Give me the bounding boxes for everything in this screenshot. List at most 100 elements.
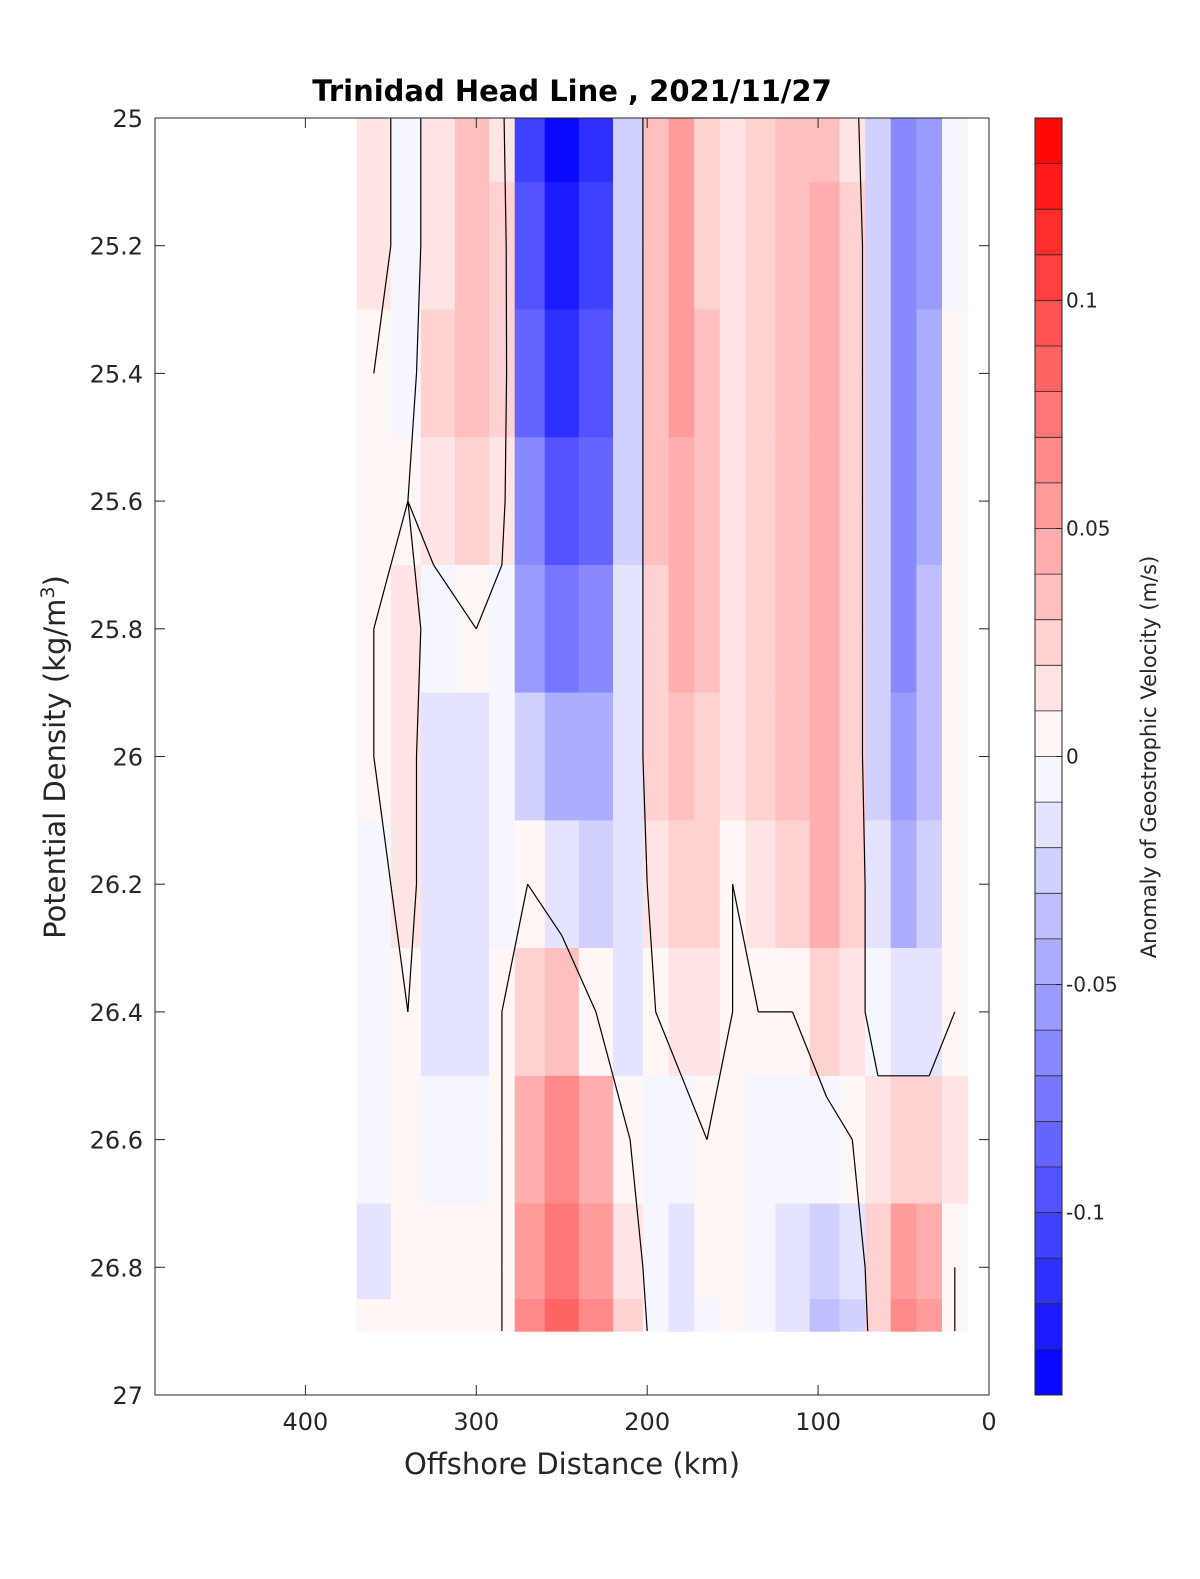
field-cell: [455, 118, 490, 183]
colorbar-swatch: [1035, 802, 1062, 848]
field-cell: [810, 437, 841, 565]
field-cell: [421, 310, 456, 438]
field-cell: [515, 693, 546, 821]
field-cell: [643, 310, 669, 438]
field-cell: [455, 948, 490, 1076]
field-cell: [810, 948, 841, 1076]
field-cell: [391, 1076, 422, 1204]
field-cell: [942, 118, 968, 183]
colorbar-swatch: [1035, 255, 1062, 301]
field-cell: [810, 1076, 841, 1204]
field-cell: [515, 1204, 546, 1300]
colorbar-tick-label: 0: [1066, 745, 1079, 769]
field-cell: [357, 1299, 392, 1332]
field-cell: [775, 693, 810, 821]
field-cell: [579, 1076, 614, 1204]
field-cell: [865, 1299, 891, 1332]
field-cell: [391, 1204, 422, 1300]
field-cell: [455, 693, 490, 821]
field-cell: [579, 693, 614, 821]
velocity-field: [357, 118, 969, 1332]
field-cell: [840, 437, 866, 565]
field-cell: [669, 437, 695, 565]
field-cell: [643, 693, 669, 821]
field-cell: [357, 948, 392, 1076]
field-cell: [545, 437, 580, 565]
field-cell: [545, 1204, 580, 1300]
x-tick-label: 100: [795, 1408, 841, 1436]
field-cell: [669, 948, 695, 1076]
field-cell: [515, 182, 546, 310]
y-axis-label-main: Potential Density (kg/m: [38, 599, 72, 939]
field-cell: [515, 310, 546, 438]
field-cell: [694, 118, 720, 183]
field-cell: [421, 948, 456, 1076]
field-cell: [942, 820, 968, 948]
x-tick-label: 200: [624, 1408, 670, 1436]
field-cell: [942, 693, 968, 821]
colorbar-swatch: [1035, 1304, 1062, 1350]
field-cell: [669, 1299, 695, 1332]
colorbar-swatch: [1035, 1076, 1062, 1122]
field-cell: [669, 693, 695, 821]
colorbar-swatch: [1035, 1167, 1062, 1213]
colorbar-swatch: [1035, 1030, 1062, 1076]
field-cell: [579, 118, 614, 183]
colorbar-swatch: [1035, 893, 1062, 939]
field-cell: [515, 565, 546, 693]
field-cell: [865, 948, 891, 1076]
field-cell: [545, 565, 580, 693]
field-cell: [421, 820, 456, 948]
field-cell: [891, 1076, 917, 1204]
field-cell: [775, 182, 810, 310]
y-tick-label: 25.8: [90, 616, 143, 644]
field-cell: [720, 310, 746, 438]
field-cell: [916, 437, 942, 565]
field-cell: [455, 1299, 490, 1332]
field-cell: [391, 1299, 422, 1332]
field-cell: [613, 310, 644, 438]
y-tick-label: 26: [112, 744, 143, 772]
field-cell: [455, 1204, 490, 1300]
colorbar-swatch: [1035, 437, 1062, 483]
field-cell: [891, 693, 917, 821]
field-cell: [810, 118, 841, 183]
field-cell: [916, 565, 942, 693]
colorbar-label: Anomaly of Geostrophic Velocity (m/s): [1137, 556, 1161, 959]
y-tick-label: 25.6: [90, 488, 143, 516]
field-cell: [916, 820, 942, 948]
field-cell: [357, 182, 392, 310]
field-cell: [810, 1204, 841, 1300]
field-cell: [694, 565, 720, 693]
field-cell: [720, 182, 746, 310]
field-cell: [840, 948, 866, 1076]
field-cell: [421, 1076, 456, 1204]
field-cell: [840, 820, 866, 948]
colorbar-swatch: [1035, 757, 1062, 803]
field-cell: [579, 437, 614, 565]
field-cell: [891, 437, 917, 565]
colorbar-swatch: [1035, 209, 1062, 255]
field-cell: [357, 1076, 392, 1204]
field-cell: [545, 182, 580, 310]
field-cell: [840, 565, 866, 693]
field-cell: [865, 1076, 891, 1204]
field-cell: [489, 820, 515, 948]
colorbar-swatch: [1035, 346, 1062, 392]
field-cell: [746, 1299, 777, 1332]
field-cell: [916, 182, 942, 310]
field-cell: [613, 820, 644, 948]
colorbar-tick-label: 0.05: [1066, 516, 1111, 540]
field-cell: [357, 437, 392, 565]
field-cell: [891, 1299, 917, 1332]
field-cell: [579, 182, 614, 310]
field-cell: [515, 437, 546, 565]
field-cell: [746, 437, 777, 565]
field-cell: [455, 1076, 490, 1204]
field-cell: [694, 820, 720, 948]
field-cell: [579, 310, 614, 438]
y-tick-label: 26.8: [90, 1254, 143, 1282]
field-cell: [455, 820, 490, 948]
x-tick-label: 400: [282, 1408, 328, 1436]
